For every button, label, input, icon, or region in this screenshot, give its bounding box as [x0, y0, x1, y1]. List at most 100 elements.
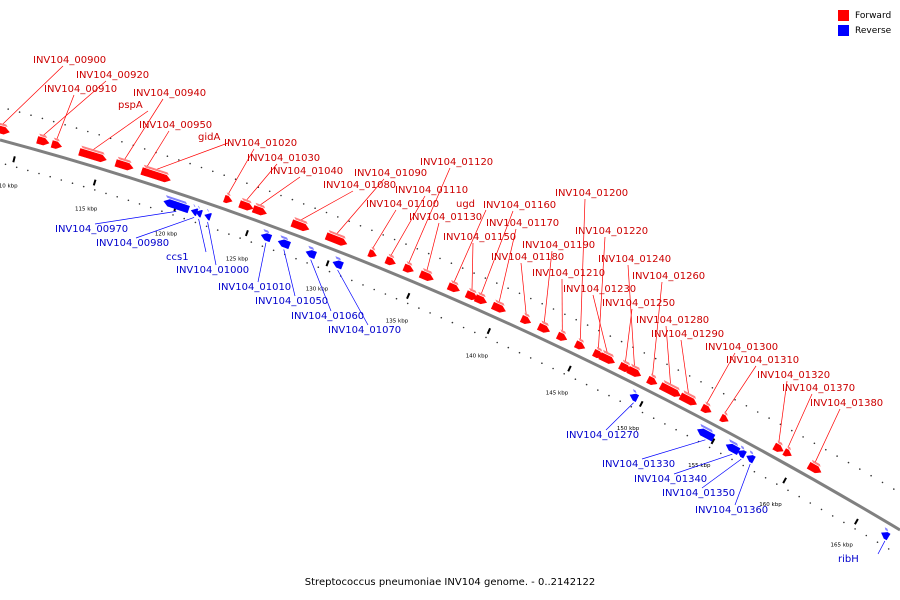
forward-gene-label: INV104_01080	[323, 180, 396, 191]
forward-gene-label: INV104_01380	[810, 398, 883, 409]
scale-dot	[362, 284, 364, 286]
forward-label-line	[2, 65, 64, 125]
forward-gene-label: INV104_01310	[726, 355, 799, 366]
scale-dot	[234, 178, 237, 180]
scale-dot	[820, 508, 823, 511]
forward-gene-label: INV104_01110	[395, 185, 468, 196]
scale-dot	[105, 192, 107, 195]
genome-backbone	[0, 138, 900, 532]
scale-dot	[608, 394, 610, 397]
gene-top-face	[39, 133, 48, 138]
forward-gene	[290, 216, 310, 232]
forward-label-line	[778, 380, 788, 443]
scale-dot	[138, 203, 141, 205]
forward-arrow	[519, 314, 532, 325]
gene-top-face	[729, 439, 738, 447]
scale-dot	[405, 243, 407, 245]
forward-label-line	[92, 110, 149, 151]
gene-top-face	[787, 445, 791, 451]
reverse-gene	[163, 195, 190, 214]
forward-label-line	[724, 365, 757, 414]
forward-gene-label: INV104_01030	[247, 153, 320, 164]
scale-dot	[791, 429, 793, 432]
forward-arrow	[536, 322, 551, 333]
scale-dot	[776, 483, 778, 485]
tick-label: 115 kbp	[75, 206, 98, 212]
scale-dot	[768, 417, 770, 419]
reverse-arrow	[881, 532, 891, 541]
reverse-gene	[746, 450, 756, 464]
scale-dot	[416, 248, 419, 250]
forward-gene-label: INV104_01280	[636, 315, 709, 326]
forward-gene-label: INV104_01260	[632, 271, 705, 282]
forward-gene-label: INV104_01180	[491, 252, 564, 263]
forward-arrow	[700, 403, 712, 413]
legend-reverse-label: Reverse	[855, 25, 892, 36]
forward-arrow	[719, 413, 729, 423]
gene-top-face	[0, 122, 8, 127]
forward-gene-label: INV104_00910	[44, 84, 117, 95]
scale-dot	[280, 194, 282, 197]
scale-tick	[12, 156, 16, 163]
reverse-label-line	[207, 221, 217, 266]
forward-arrow	[50, 140, 63, 149]
forward-gene-label: pspA	[118, 100, 143, 111]
forward-gene-label: INV104_00950	[139, 120, 212, 131]
reverse-gene	[737, 445, 747, 459]
forward-arrow	[324, 232, 348, 246]
scale-dot	[831, 515, 834, 517]
scale-dot	[239, 237, 241, 239]
scale-dot	[764, 477, 767, 479]
scale-dot	[664, 423, 666, 425]
gene-top-face	[740, 445, 745, 450]
forward-label-line	[246, 163, 278, 201]
tick-label: 165 kbp	[830, 543, 853, 549]
scale-dot	[552, 367, 554, 370]
gene-labels: INV104_00900 INV104_00920 INV104_00910pspA…	[33, 55, 883, 565]
forward-label-line	[336, 178, 385, 235]
reverse-gene-label: INV104_01350	[662, 488, 735, 499]
scale-dot	[328, 270, 331, 273]
tick-label: 160 kbp	[759, 502, 782, 508]
scale-dot	[98, 134, 100, 136]
scale-dot	[745, 405, 748, 407]
gene-top-face	[650, 373, 657, 379]
gene-top-face	[478, 291, 486, 298]
forward-label-line	[652, 281, 663, 376]
forward-gene-label: INV104_01240	[598, 254, 671, 265]
forward-label-line	[680, 339, 689, 395]
reverse-gene-label: INV104_01010	[218, 282, 291, 293]
legend-reverse: Reverse	[838, 23, 891, 38]
scale-dot	[384, 293, 387, 295]
tick-label: 125 kbp	[226, 256, 249, 262]
reverse-gene	[277, 235, 291, 250]
reverse-gene-label: ccs1	[166, 252, 189, 263]
forward-gene	[772, 440, 784, 452]
scale-dot	[619, 400, 621, 403]
scale-dot	[440, 316, 443, 319]
gene-top-face	[812, 459, 821, 467]
gene-top-face	[263, 228, 270, 234]
reverse-swatch	[838, 25, 849, 36]
scale-dot	[654, 357, 657, 360]
scale-dot	[753, 470, 756, 473]
forward-label-line	[124, 98, 164, 160]
forward-arrow	[384, 256, 396, 266]
reverse-gene	[260, 228, 273, 243]
scale-dot	[666, 363, 668, 366]
label-lines	[2, 65, 886, 555]
forward-label-line	[227, 148, 255, 195]
gene-top-face	[777, 440, 783, 446]
reverse-gene	[725, 439, 741, 455]
scale-dots	[4, 108, 895, 550]
reverse-arrow	[195, 209, 203, 218]
scale-tick	[782, 477, 787, 484]
scale-dot	[250, 241, 253, 243]
scale-dot	[734, 399, 736, 401]
scale-dot	[887, 548, 890, 550]
forward-label-line	[471, 242, 474, 291]
forward-gene-label: INV104_01150	[443, 232, 516, 243]
forward-label-line	[390, 195, 426, 256]
forward-gene-label: INV104_01170	[486, 218, 559, 229]
scale-tick	[92, 179, 97, 186]
